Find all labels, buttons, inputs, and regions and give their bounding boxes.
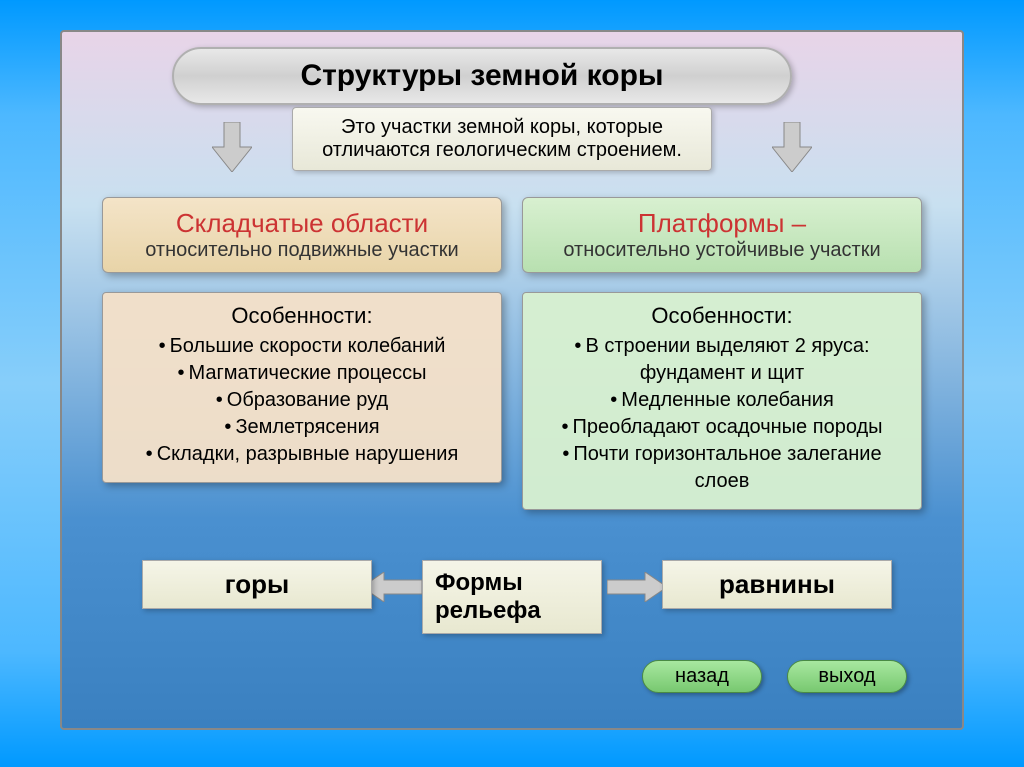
arrow-down-right-icon — [772, 122, 812, 172]
branch-right-suffix: – — [784, 208, 806, 238]
features-left: Особенности: Большие скорости колебаний … — [102, 292, 502, 483]
list-item: В строении выделяют 2 яруса: фундамент и… — [537, 333, 907, 387]
arrow-right-icon — [607, 572, 667, 602]
features-right: Особенности: В строении выделяют 2 яруса… — [522, 292, 922, 510]
arrow-down-left-icon — [212, 122, 252, 172]
relief-center: Формы рельефа — [422, 560, 602, 634]
relief-left: горы — [142, 560, 372, 609]
back-button[interactable]: назад — [642, 660, 762, 693]
definition-box: Это участки земной коры, которые отличаю… — [292, 107, 712, 171]
list-item: Медленные колебания — [537, 387, 907, 414]
list-item: Образование руд — [117, 387, 487, 414]
branch-left-title: Складчатые области — [113, 208, 491, 239]
features-left-title: Особенности: — [117, 303, 487, 329]
branch-right-header: Платформы – относительно устойчивые учас… — [522, 197, 922, 273]
features-right-title: Особенности: — [537, 303, 907, 329]
relief-right: равнины — [662, 560, 892, 609]
list-item: Складки, разрывные нарушения — [117, 441, 487, 468]
slide-container: Структуры земной коры Это участки земной… — [60, 30, 964, 730]
branch-right-subtitle: относительно устойчивые участки — [533, 239, 911, 262]
exit-button[interactable]: выход — [787, 660, 907, 693]
branch-right-title: Платформы — [638, 208, 785, 238]
branch-left-header: Складчатые области относительно подвижны… — [102, 197, 502, 273]
list-item: Большие скорости колебаний — [117, 333, 487, 360]
list-item: Преобладают осадочные породы — [537, 414, 907, 441]
features-right-list: В строении выделяют 2 яруса: фундамент и… — [537, 333, 907, 495]
list-item: Почти горизонтальное залегание слоев — [537, 441, 907, 495]
list-item: Магматические процессы — [117, 360, 487, 387]
list-item: Землетрясения — [117, 414, 487, 441]
main-title: Структуры земной коры — [172, 47, 792, 105]
branch-left-subtitle: относительно подвижные участки — [113, 239, 491, 262]
features-left-list: Большие скорости колебаний Магматические… — [117, 333, 487, 468]
